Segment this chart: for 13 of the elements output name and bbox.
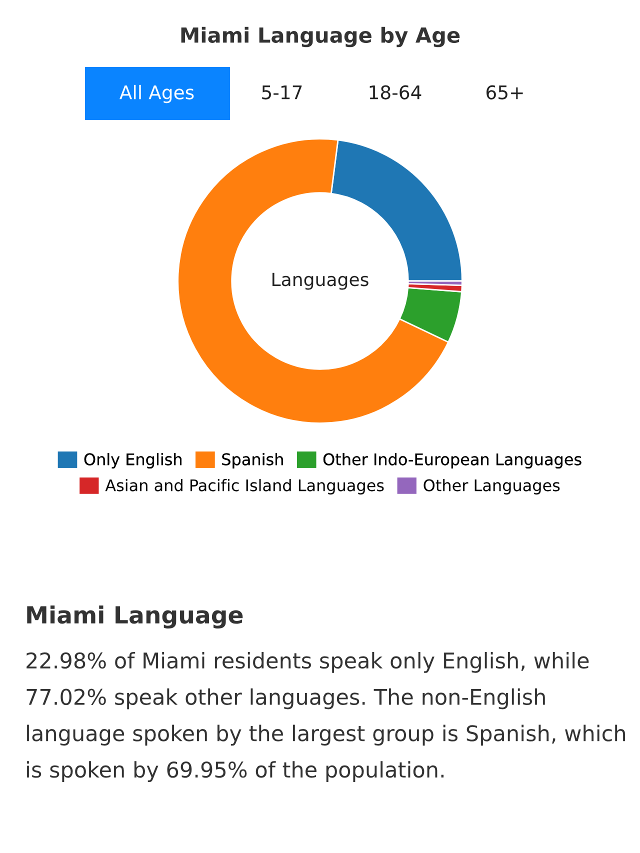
- text: 5-17: [262, 86, 302, 100]
- text: 65+: [486, 85, 523, 100]
- legend-label: Only English: [84, 452, 182, 468]
- text: 18-64: [370, 85, 422, 100]
- text: Languages: [272, 272, 368, 290]
- legend-label: Other Indo-European Languages: [323, 452, 582, 468]
- legend-label: Other Languages: [424, 478, 560, 494]
- legend-label: Asian and Pacific Island Languages: [105, 478, 384, 494]
- chart-title: Miami Language by Age: [181, 26, 460, 48]
- text: Miami Language: [27, 605, 243, 629]
- legend-label: Spanish: [222, 452, 283, 468]
- text: All Ages: [120, 84, 194, 104]
- text: 22.98% of Miami residents speak only English, while 77.02% speak other languages. The non-English language spoken by the largest group is Spanish, which is spoken by 69.95% of the population.: [26, 652, 625, 782]
